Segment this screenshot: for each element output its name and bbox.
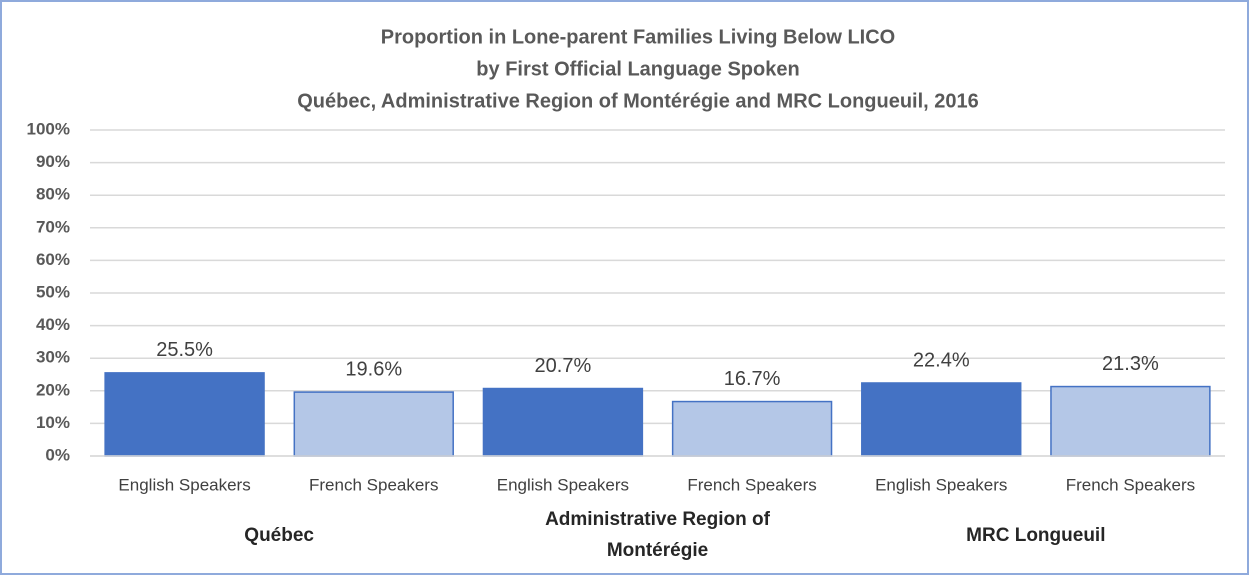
y-tick-label: 50%: [36, 282, 70, 301]
y-tick-label: 0%: [45, 445, 70, 464]
bar: [482, 387, 644, 457]
y-tick-label: 60%: [36, 250, 70, 269]
chart-title: by First Official Language Spoken: [476, 58, 799, 80]
value-label: 20.7%: [535, 355, 592, 377]
bar: [104, 372, 265, 457]
value-label: 25.5%: [156, 339, 213, 361]
y-tick-label: 80%: [36, 185, 70, 204]
group-label: MRC Longueuil: [966, 524, 1106, 546]
bar: [671, 400, 833, 457]
x-tick-label: English Speakers: [497, 475, 629, 494]
chart-title: Québec, Administrative Region of Montéré…: [297, 90, 979, 112]
value-label: 16.7%: [724, 368, 781, 390]
y-tick-label: 10%: [36, 413, 70, 432]
y-tick-label: 20%: [36, 380, 70, 399]
y-tick-label: 40%: [36, 315, 70, 334]
value-label: 21.3%: [1102, 353, 1159, 375]
bar: [1050, 385, 1211, 457]
value-label: 19.6%: [345, 358, 402, 380]
x-tick-label: French Speakers: [309, 475, 438, 494]
value-label: 22.4%: [913, 349, 970, 371]
y-tick-label: 70%: [36, 217, 70, 236]
x-tick-label: English Speakers: [118, 475, 250, 494]
y-tick-label: 100%: [27, 119, 70, 138]
group-label: Administrative Region of Montérégie: [545, 509, 770, 561]
x-tick-label: English Speakers: [875, 475, 1007, 494]
y-tick-label: 30%: [36, 348, 70, 367]
bar: [293, 391, 454, 457]
chart-title: Proportion in Lone-parent Families Livin…: [381, 26, 895, 48]
x-tick-label: French Speakers: [1066, 475, 1195, 494]
x-tick-label: French Speakers: [687, 475, 816, 494]
y-tick-label: 90%: [36, 152, 70, 171]
bar: [861, 382, 1022, 457]
group-label: Québec: [244, 524, 314, 546]
